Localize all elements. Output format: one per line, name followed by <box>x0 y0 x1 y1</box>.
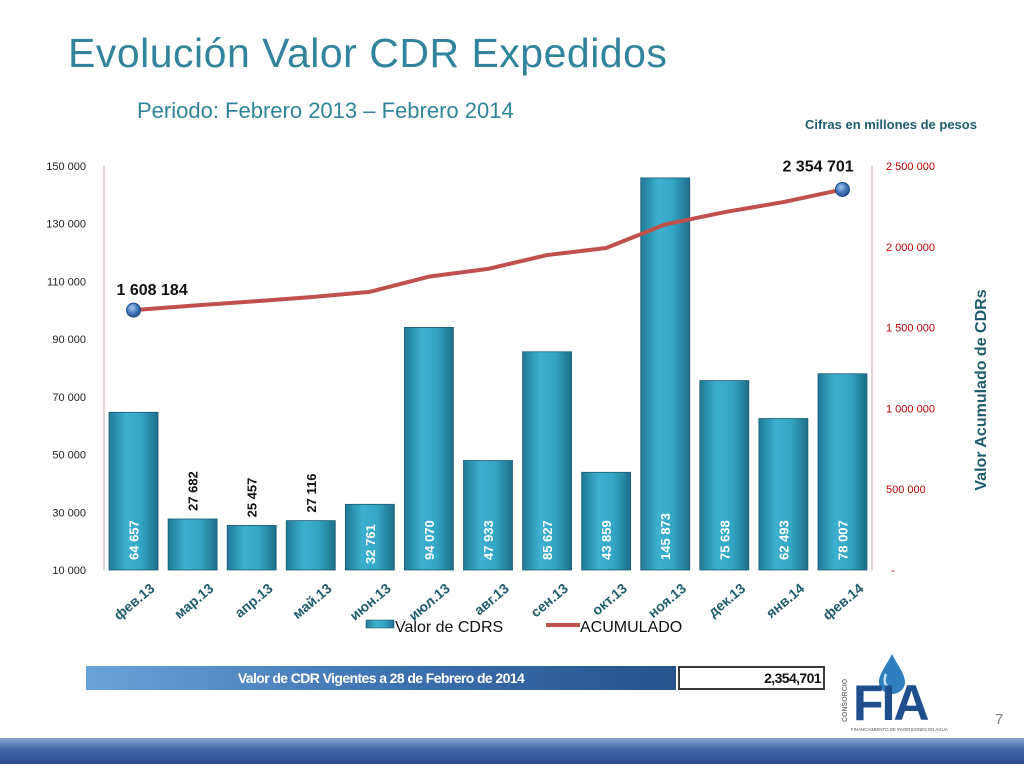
left-tick-label: 130 000 <box>46 219 86 231</box>
slide-subtitle: Periodo: Febrero 2013 – Febrero 2014 <box>137 98 514 123</box>
bar-data-label: 43 859 <box>599 520 614 560</box>
fia-logo: CONSORCIO FIA FINANCIAMIENTO DE INVERSIO… <box>842 654 948 732</box>
bar <box>463 460 513 571</box>
right-axis-title: Valor Acumulado de CDRs <box>973 289 990 490</box>
bar-data-label: 32 761 <box>363 524 378 564</box>
x-tick-label: янв.14 <box>763 580 808 621</box>
x-tick-label: ноя.13 <box>645 580 690 621</box>
right-tick-label: 2 000 000 <box>886 242 935 254</box>
left-axis: 150 000 130 000 110 000 90 000 70 000 50 000 3… <box>46 161 105 577</box>
right-axis: 2 500 000 2 000 000 1 500 000 1 000 000 500 … <box>871 161 935 577</box>
bar <box>581 471 632 571</box>
x-tick-label: мар.13 <box>171 580 217 622</box>
right-tick-label: 1 500 000 <box>886 323 935 335</box>
line-series: 1 608 184 2 354 701 <box>117 158 854 318</box>
right-tick-label: 2 500 000 <box>886 161 935 173</box>
x-tick-label: апр.13 <box>231 580 275 621</box>
footer-bar <box>0 738 1024 764</box>
units-note: Cifras en millones de pesos <box>805 117 977 132</box>
x-tick-label: фев.14 <box>819 580 866 623</box>
bar <box>699 380 750 571</box>
x-tick-label: фев.13 <box>110 580 157 623</box>
bar <box>522 351 572 571</box>
left-tick-label: 90 000 <box>52 334 86 346</box>
bar-data-label: 94 070 <box>422 520 437 560</box>
legend-line-label: ACUMULADO <box>580 619 682 636</box>
legend-bar-label: Valor de CDRS <box>395 619 503 636</box>
bar-data-label: 25 457 <box>245 478 260 518</box>
x-tick-label: сен.13 <box>527 580 571 620</box>
bar-data-label: 85 627 <box>540 520 555 560</box>
line-endpoint-label: 2 354 701 <box>782 158 853 175</box>
logo-tagline: FINANCIAMIENTO DE INVERSIONES EN AGUA <box>851 727 948 732</box>
x-tick-label: окт.13 <box>589 580 631 619</box>
bar <box>167 518 218 571</box>
combo-chart: 150 000 130 000 110 000 90 000 70 000 50 000 3… <box>46 158 990 636</box>
slide-title: Evolución Valor CDR Expedidos <box>68 30 668 76</box>
right-tick-label: - <box>891 565 895 577</box>
legend-bar-swatch <box>365 619 395 629</box>
summary-label: Valor de CDR Vigentes a 28 de Febrero de… <box>86 666 676 690</box>
x-tick-label: июн.13 <box>346 580 394 624</box>
bar <box>817 373 868 571</box>
left-tick-label: 110 000 <box>47 276 86 288</box>
bar <box>404 326 454 571</box>
line-endpoint-marker <box>834 181 850 197</box>
right-tick-label: 500 000 <box>886 484 926 496</box>
legend: Valor de CDRS ACUMULADO <box>365 619 682 636</box>
logo-side-text: CONSORCIO <box>842 678 849 722</box>
logo-letters: FIA <box>853 675 928 731</box>
drop-highlight-icon <box>883 673 888 687</box>
bar-data-labels: 64 657 27 682 25 457 27 116 32 761 94 070 47 9… <box>127 471 851 564</box>
left-tick-label: 50 000 <box>52 450 86 462</box>
acumulado-line <box>133 187 843 313</box>
bar <box>640 177 691 571</box>
left-tick-label: 150 000 <box>46 161 86 173</box>
bar-data-label: 78 007 <box>835 520 850 560</box>
bar-data-label: 75 638 <box>717 520 732 560</box>
x-tick-label: дек.13 <box>705 580 748 620</box>
bar-data-label: 145 873 <box>658 513 673 560</box>
x-tick-label: май.13 <box>289 580 335 622</box>
x-axis-labels: фев.13 мар.13 апр.13 май.13 июн.13 июл.13 авг.… <box>110 580 866 624</box>
bar <box>344 503 395 571</box>
x-tick-label: авг.13 <box>471 580 512 618</box>
right-tick-label: 1 000 000 <box>886 403 935 415</box>
bar-series <box>108 177 868 571</box>
left-tick-label: 10 000 <box>52 565 86 577</box>
line-endpoint-marker <box>126 302 142 318</box>
line-endpoint-label: 1 608 184 <box>117 282 188 299</box>
left-tick-label: 30 000 <box>52 507 86 519</box>
left-tick-label: 70 000 <box>52 392 86 404</box>
summary-banner: Valor de CDR Vigentes a 28 de Febrero de… <box>86 666 825 690</box>
summary-value: 2,354,701 <box>678 666 825 690</box>
bar-data-label: 62 493 <box>776 520 791 560</box>
bar <box>226 524 277 571</box>
bar <box>108 411 159 571</box>
bar-data-label: 47 933 <box>481 520 496 560</box>
bar-data-label: 27 116 <box>304 474 319 513</box>
bar-data-label: 64 657 <box>127 520 142 560</box>
x-tick-label: июл.13 <box>405 580 453 624</box>
page-number: 7 <box>995 711 1004 728</box>
bar <box>758 418 809 571</box>
bar-data-label: 27 682 <box>186 471 201 511</box>
bar <box>285 520 336 571</box>
